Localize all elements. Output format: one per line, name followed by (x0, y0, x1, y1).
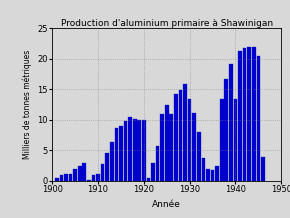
Bar (257, 56, 260, 181)
Bar (165, 105, 168, 181)
Bar (211, 170, 214, 181)
Bar (137, 120, 141, 181)
Bar (247, 47, 251, 181)
Bar (229, 64, 233, 181)
Bar (78, 166, 81, 181)
Y-axis label: Milliers de tonnes métriques: Milliers de tonnes métriques (23, 50, 32, 159)
Bar (151, 163, 155, 181)
Bar (174, 94, 178, 181)
Bar (202, 158, 205, 181)
Bar (215, 166, 219, 181)
Bar (69, 174, 72, 181)
Bar (59, 175, 63, 181)
Bar (64, 174, 68, 181)
Bar (73, 169, 77, 181)
Bar (55, 178, 59, 181)
Bar (96, 174, 100, 181)
Bar (238, 51, 242, 181)
Bar (82, 163, 86, 181)
Bar (101, 164, 104, 181)
Bar (220, 99, 224, 181)
Bar (115, 128, 118, 181)
Bar (192, 112, 196, 181)
Bar (160, 114, 164, 181)
Bar (142, 120, 146, 181)
Bar (206, 169, 210, 181)
Title: Production d'aluminium primaire à Shawinigan: Production d'aluminium primaire à Shawin… (61, 19, 273, 27)
Bar (234, 99, 237, 181)
Bar (252, 47, 256, 181)
Bar (156, 146, 160, 181)
Bar (110, 143, 114, 181)
Bar (105, 153, 109, 181)
Bar (119, 126, 123, 181)
Bar (124, 121, 127, 181)
Bar (146, 178, 150, 181)
Bar (133, 119, 137, 181)
Bar (92, 175, 95, 181)
Bar (188, 99, 191, 181)
Bar (197, 132, 201, 181)
Bar (128, 117, 132, 181)
Bar (183, 85, 187, 181)
X-axis label: Année: Année (152, 200, 181, 209)
Bar (169, 114, 173, 181)
Bar (261, 157, 265, 181)
Bar (224, 79, 228, 181)
Bar (179, 90, 182, 181)
Bar (87, 180, 91, 181)
Bar (243, 48, 246, 181)
